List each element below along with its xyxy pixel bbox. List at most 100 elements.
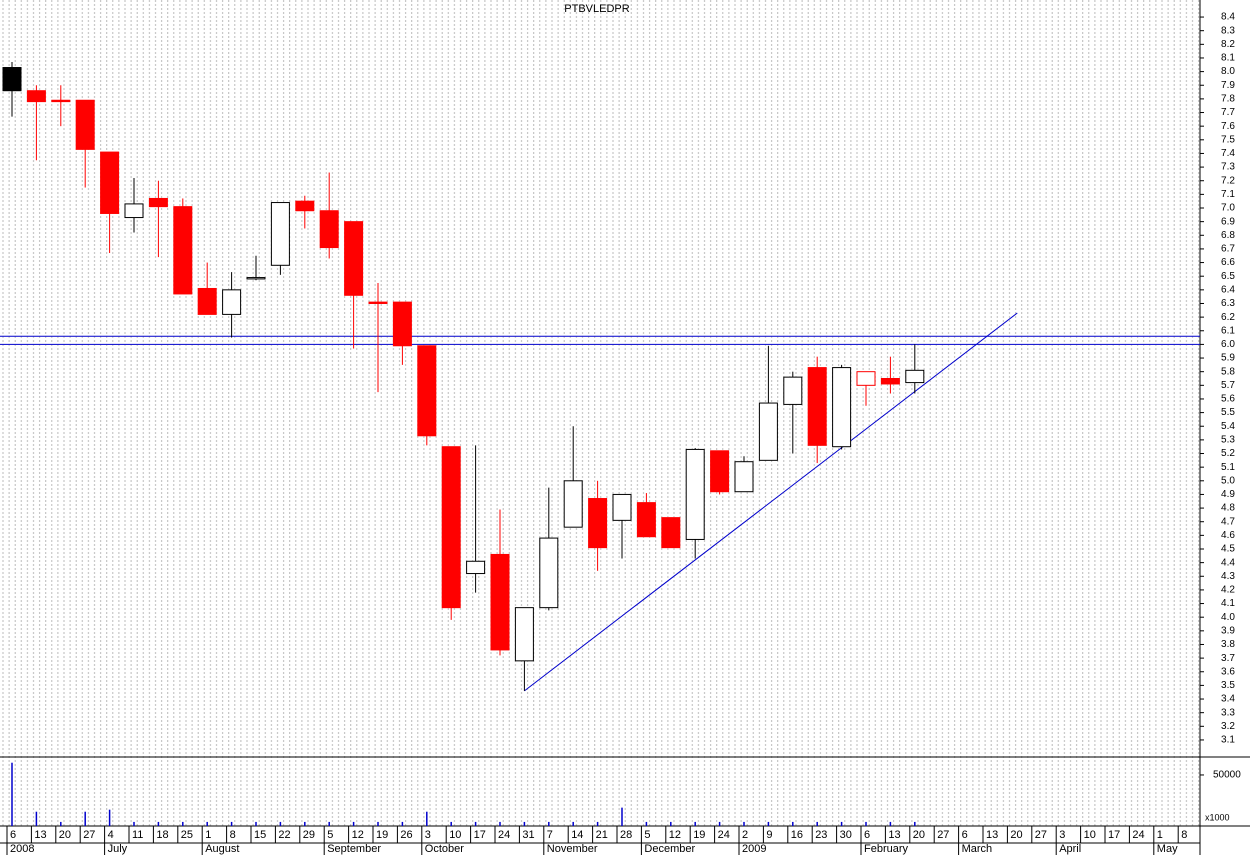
y-tick-label: 7.8 [1221, 94, 1235, 105]
candle-body [368, 301, 388, 304]
x-tick-label: 12 [669, 829, 681, 841]
y-tick-label: 4.0 [1221, 612, 1235, 623]
month-label: 2008 [10, 843, 34, 855]
candle-body [2, 67, 22, 92]
x-tick-label: 29 [303, 829, 315, 841]
x-tick-label: 27 [83, 829, 95, 841]
candle-body [441, 446, 461, 609]
x-tick-label: 6 [10, 829, 16, 841]
x-tick-label: 8 [1181, 829, 1187, 841]
month-label: May [1157, 843, 1178, 855]
x-tick-label: 5 [644, 829, 650, 841]
y-tick-label: 5.8 [1221, 366, 1235, 377]
y-tick-label: 3.6 [1221, 666, 1235, 677]
x-tick-label: 18 [156, 829, 168, 841]
y-tick-label: 6.4 [1221, 284, 1235, 295]
y-tick-label: 5.9 [1221, 353, 1235, 364]
x-tick-label: 11 [132, 829, 143, 841]
y-tick-label: 3.9 [1221, 625, 1235, 636]
y-tick-label: 8.2 [1221, 39, 1235, 50]
x-tick-label: 10 [1084, 829, 1096, 841]
x-tick-label: 1 [205, 829, 211, 841]
x-tick-label: 20 [59, 829, 71, 841]
x-tick-label: 20 [1010, 829, 1022, 841]
month-label: February [864, 843, 909, 855]
candle-body [270, 202, 290, 266]
y-tick-label: 7.9 [1221, 80, 1235, 91]
month-label: July [108, 843, 128, 855]
candle-body [661, 517, 681, 549]
candle-body [75, 99, 95, 150]
candle-body [685, 448, 705, 540]
x-tick-label: 10 [449, 829, 461, 841]
x-tick-label: 6 [864, 829, 870, 841]
y-tick-label: 7.2 [1221, 175, 1235, 186]
candle-body [26, 90, 46, 103]
y-tick-label: 5.3 [1221, 435, 1235, 446]
y-tick-label: 4.2 [1221, 585, 1235, 596]
chart-title: PTBVLEDPR [564, 3, 629, 15]
y-tick-label: 3.7 [1221, 653, 1235, 664]
x-tick-label: 9 [766, 829, 772, 841]
candle-body [514, 607, 534, 662]
y-tick-label: 5.0 [1221, 475, 1235, 486]
y-tick-label: 4.1 [1221, 598, 1235, 609]
x-tick-label: 19 [376, 829, 388, 841]
y-tick-label: 6.0 [1221, 339, 1235, 350]
y-tick-label: 4.5 [1221, 544, 1235, 555]
x-tick-label: 31 [522, 829, 534, 841]
x-tick-label: 23 [815, 829, 827, 841]
x-tick-label: 13 [34, 829, 46, 841]
candle-body [100, 151, 120, 214]
y-tick-label: 4.4 [1221, 557, 1235, 568]
x-tick-label: 30 [840, 829, 852, 841]
candle-body [563, 480, 583, 528]
candle-body [148, 197, 168, 208]
x-tick-label: 8 [230, 829, 236, 841]
x-tick-label: 19 [693, 829, 705, 841]
y-tick-label: 6.6 [1221, 257, 1235, 268]
candle-body [173, 206, 193, 295]
y-tick-label: 6.9 [1221, 216, 1235, 227]
y-tick-label: 5.1 [1221, 462, 1235, 473]
y-tick-label: 8.1 [1221, 53, 1235, 64]
y-tick-label: 3.5 [1221, 680, 1235, 691]
y-tick-label: 50000 [1213, 770, 1241, 781]
x-tick-label: 6 [962, 829, 968, 841]
candle-body [417, 345, 437, 437]
x-tick-label: 25 [181, 829, 193, 841]
x-tick-label: 24 [498, 829, 510, 841]
month-label: September [327, 843, 381, 855]
y-tick-label: 3.8 [1221, 639, 1235, 650]
y-tick-label: 4.6 [1221, 530, 1235, 541]
candle-body [197, 287, 217, 315]
candle-body [490, 553, 510, 651]
candle-body [539, 537, 559, 609]
y-tick-label: 6.7 [1221, 244, 1235, 255]
y-tick-label: 3.1 [1221, 735, 1235, 746]
x-tick-label: 2 [742, 829, 748, 841]
x-tick-label: 12 [352, 829, 364, 841]
y-tick-label: 6.3 [1221, 298, 1235, 309]
month-label: October [425, 843, 464, 855]
x-tick-label: 27 [1035, 829, 1047, 841]
x-tick-label: 26 [400, 829, 412, 841]
month-label: April [1059, 843, 1081, 855]
y-tick-label: 7.1 [1221, 189, 1235, 200]
x-tick-label: 22 [278, 829, 290, 841]
y-tick-label: 3.2 [1221, 721, 1235, 732]
candle-body [758, 402, 778, 461]
y-tick-label: 8.0 [1221, 66, 1235, 77]
candle-body [319, 210, 339, 249]
y-tick-label: 5.4 [1221, 421, 1235, 432]
candle-body [880, 378, 900, 385]
y-tick-label: 4.9 [1221, 489, 1235, 500]
y-tick-label: 5.2 [1221, 448, 1235, 459]
y-tick-label: 6.8 [1221, 230, 1235, 241]
x-tick-label: 4 [108, 829, 114, 841]
day-grid [0, 0, 1200, 826]
x-tick-label: 21 [596, 829, 608, 841]
y-tick-label: 4.3 [1221, 571, 1235, 582]
x-tick-label: 15 [254, 829, 266, 841]
